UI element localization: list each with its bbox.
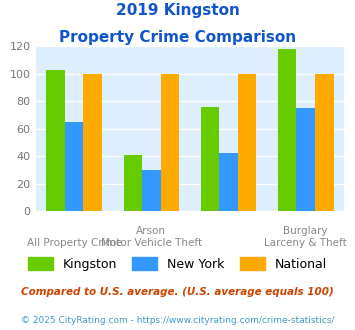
Bar bbox=[160, 74, 179, 211]
Bar bbox=[219, 153, 238, 211]
Bar bbox=[238, 74, 256, 211]
Text: Compared to U.S. average. (U.S. average equals 100): Compared to U.S. average. (U.S. average … bbox=[21, 287, 334, 297]
Text: © 2025 CityRating.com - https://www.cityrating.com/crime-statistics/: © 2025 CityRating.com - https://www.city… bbox=[21, 315, 334, 325]
Bar bbox=[124, 155, 142, 211]
Bar bbox=[83, 74, 102, 211]
Text: Motor Vehicle Theft: Motor Vehicle Theft bbox=[101, 238, 202, 248]
Bar bbox=[65, 122, 83, 211]
Text: Property Crime Comparison: Property Crime Comparison bbox=[59, 30, 296, 45]
Bar bbox=[315, 74, 334, 211]
Bar bbox=[142, 170, 160, 211]
Bar bbox=[296, 108, 315, 211]
Bar bbox=[201, 107, 219, 211]
Text: Arson: Arson bbox=[136, 226, 166, 236]
Legend: Kingston, New York, National: Kingston, New York, National bbox=[28, 257, 327, 271]
Text: All Property Crime: All Property Crime bbox=[27, 238, 122, 248]
Text: 2019 Kingston: 2019 Kingston bbox=[116, 3, 239, 18]
Bar bbox=[278, 49, 296, 211]
Bar bbox=[46, 70, 65, 211]
Text: Larceny & Theft: Larceny & Theft bbox=[264, 238, 347, 248]
Text: Burglary: Burglary bbox=[284, 226, 328, 236]
